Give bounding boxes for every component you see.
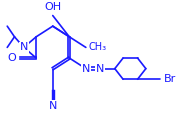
- Text: CH₃: CH₃: [89, 42, 107, 52]
- Text: N: N: [20, 42, 28, 52]
- Text: N: N: [96, 64, 104, 74]
- Text: Br: Br: [163, 74, 176, 84]
- Text: N: N: [82, 64, 90, 74]
- Text: OH: OH: [44, 2, 61, 12]
- Text: O: O: [8, 53, 16, 63]
- Text: N: N: [49, 101, 57, 111]
